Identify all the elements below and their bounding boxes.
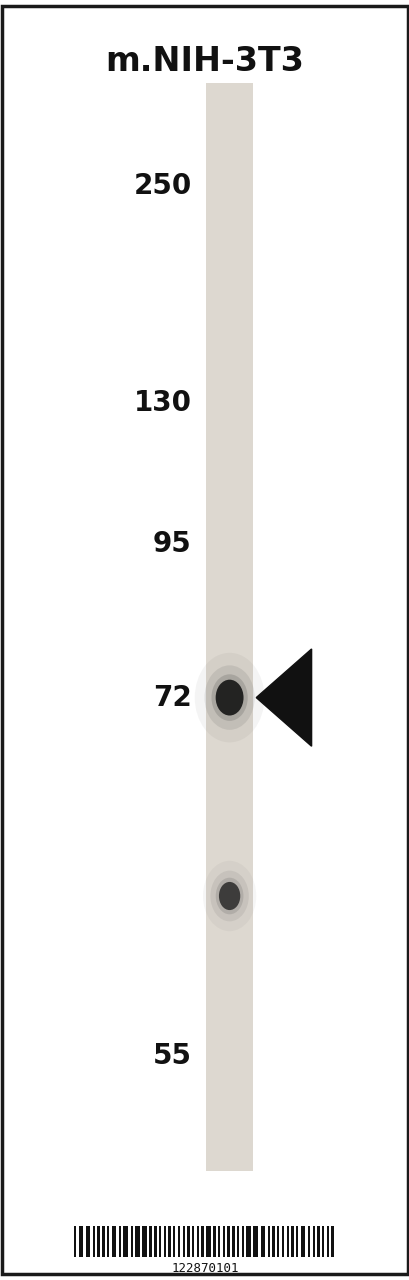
Bar (187, 1226, 189, 1257)
Bar (142, 1226, 147, 1257)
Ellipse shape (215, 878, 243, 914)
Bar (168, 1226, 170, 1257)
Bar (227, 1226, 229, 1257)
Bar (290, 1226, 293, 1257)
Bar (218, 1226, 220, 1257)
Bar (154, 1226, 156, 1257)
Bar (312, 1226, 314, 1257)
Bar (201, 1226, 203, 1257)
Text: 95: 95 (153, 530, 191, 558)
Bar (107, 1226, 109, 1257)
Bar (130, 1226, 133, 1257)
Ellipse shape (218, 882, 240, 910)
Ellipse shape (210, 870, 248, 922)
Bar (135, 1226, 139, 1257)
Bar (182, 1226, 184, 1257)
Bar (236, 1226, 239, 1257)
Bar (330, 1226, 333, 1257)
Bar (206, 1226, 210, 1257)
Text: 122870101: 122870101 (171, 1262, 238, 1275)
Bar (196, 1226, 199, 1257)
Bar (74, 1226, 76, 1257)
Bar (206, 83, 253, 1171)
Bar (241, 1226, 243, 1257)
Bar (123, 1226, 128, 1257)
Bar (307, 1226, 310, 1257)
Bar (178, 1226, 180, 1257)
Bar (260, 1226, 265, 1257)
Ellipse shape (215, 680, 243, 716)
Bar (85, 1226, 90, 1257)
Bar (281, 1226, 283, 1257)
Bar (317, 1226, 319, 1257)
Text: 130: 130 (133, 389, 191, 417)
Text: m.NIH-3T3: m.NIH-3T3 (105, 45, 304, 78)
Bar (295, 1226, 298, 1257)
Bar (191, 1226, 194, 1257)
Ellipse shape (204, 666, 254, 730)
Bar (321, 1226, 324, 1257)
Bar (286, 1226, 288, 1257)
Bar (92, 1226, 95, 1257)
Bar (173, 1226, 175, 1257)
Polygon shape (256, 649, 311, 746)
Bar (159, 1226, 161, 1257)
Text: 72: 72 (153, 684, 191, 712)
Bar (246, 1226, 250, 1257)
Bar (222, 1226, 225, 1257)
Bar (276, 1226, 279, 1257)
Bar (253, 1226, 258, 1257)
Bar (111, 1226, 116, 1257)
Bar (231, 1226, 234, 1257)
Bar (149, 1226, 151, 1257)
Text: 250: 250 (133, 172, 191, 200)
Bar (79, 1226, 83, 1257)
Ellipse shape (211, 675, 247, 721)
Bar (102, 1226, 104, 1257)
Bar (163, 1226, 166, 1257)
Bar (213, 1226, 215, 1257)
Bar (97, 1226, 99, 1257)
Bar (267, 1226, 270, 1257)
Ellipse shape (194, 653, 264, 742)
Bar (326, 1226, 328, 1257)
Bar (272, 1226, 274, 1257)
Text: 55: 55 (152, 1042, 191, 1070)
Bar (300, 1226, 305, 1257)
Bar (119, 1226, 121, 1257)
